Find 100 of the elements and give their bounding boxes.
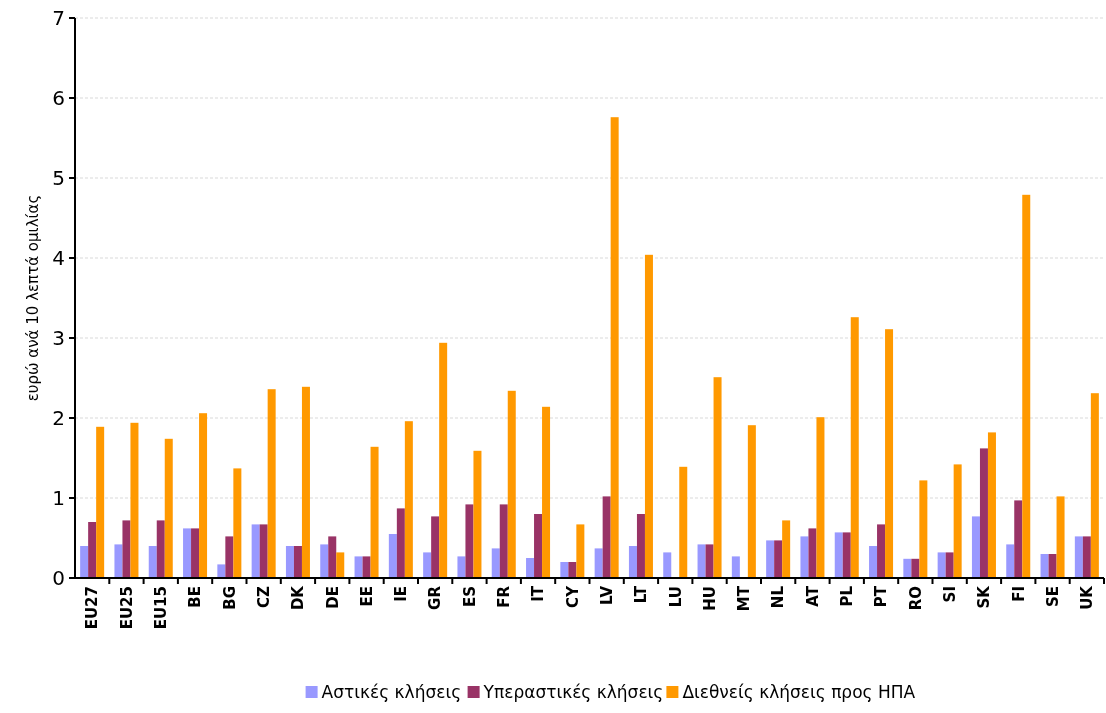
bar bbox=[937, 552, 946, 578]
x-tick-label: AT bbox=[803, 585, 822, 607]
bar bbox=[217, 564, 226, 578]
x-tick-label: GR bbox=[426, 585, 445, 610]
bar bbox=[1056, 496, 1065, 578]
bar bbox=[362, 556, 371, 578]
bar bbox=[877, 524, 886, 578]
bar bbox=[431, 516, 440, 578]
y-tick-label: 1 bbox=[52, 486, 65, 510]
bar bbox=[1048, 554, 1057, 578]
bar bbox=[705, 544, 714, 578]
y-tick-label: 5 bbox=[52, 166, 65, 190]
bar bbox=[782, 520, 791, 578]
bar bbox=[320, 544, 329, 578]
bar bbox=[644, 254, 653, 578]
bar bbox=[602, 496, 611, 578]
bar bbox=[183, 528, 192, 578]
bar bbox=[663, 552, 672, 578]
bar bbox=[971, 516, 980, 578]
bar bbox=[465, 504, 474, 578]
bar bbox=[919, 480, 928, 578]
bar bbox=[267, 389, 276, 578]
bar bbox=[697, 544, 706, 578]
bar bbox=[534, 514, 543, 578]
bar bbox=[610, 117, 619, 578]
x-tick-label: SK bbox=[975, 584, 994, 609]
bar bbox=[404, 421, 413, 578]
x-tick-label: LV bbox=[597, 585, 616, 606]
x-tick-label: NL bbox=[769, 585, 788, 609]
bar bbox=[423, 552, 432, 578]
x-tick-label: CY bbox=[563, 584, 582, 608]
legend-label: Αστικές κλήσεις bbox=[321, 681, 462, 702]
x-tick-label: HU bbox=[700, 586, 719, 611]
bar bbox=[1014, 500, 1023, 578]
bar bbox=[731, 556, 740, 578]
bar bbox=[979, 448, 988, 578]
bar bbox=[1074, 536, 1083, 578]
bar bbox=[354, 556, 363, 578]
bar bbox=[842, 532, 851, 578]
bar bbox=[285, 546, 294, 578]
x-tick-label: SE bbox=[1043, 586, 1062, 608]
bar bbox=[526, 558, 535, 578]
bar bbox=[1006, 544, 1015, 578]
bar bbox=[869, 546, 878, 578]
bar bbox=[439, 342, 448, 578]
bar bbox=[628, 546, 637, 578]
y-tick-label: 2 bbox=[52, 406, 65, 430]
y-axis-title: ευρώ ανά 10 λεπτά ομιλίας bbox=[24, 194, 42, 402]
x-tick-label: DE bbox=[323, 586, 342, 609]
bar bbox=[945, 552, 954, 578]
bar bbox=[293, 546, 302, 578]
bar bbox=[328, 536, 337, 578]
bar bbox=[388, 534, 397, 578]
bar bbox=[766, 540, 775, 578]
bar bbox=[800, 536, 809, 578]
bar bbox=[560, 562, 569, 578]
y-tick-label: 0 bbox=[52, 566, 65, 590]
bar bbox=[473, 450, 482, 578]
bar bbox=[507, 390, 516, 578]
x-tick-label: CZ bbox=[254, 585, 273, 608]
y-tick-label: 4 bbox=[52, 246, 65, 270]
x-tick-label: IE bbox=[392, 586, 411, 602]
bar bbox=[199, 413, 208, 578]
bar bbox=[1040, 554, 1049, 578]
bar bbox=[301, 386, 310, 578]
legend-label: Διεθνείς κλήσεις προς ΗΠΑ bbox=[682, 681, 916, 702]
x-tick-label: RO bbox=[906, 586, 925, 611]
bar bbox=[396, 508, 405, 578]
bar bbox=[834, 532, 843, 578]
x-tick-label: BE bbox=[186, 586, 205, 608]
bar bbox=[259, 524, 268, 578]
bar bbox=[457, 556, 466, 578]
y-tick-label: 7 bbox=[52, 6, 65, 30]
x-tick-label: BG bbox=[220, 586, 239, 610]
bar bbox=[679, 466, 688, 578]
x-tick-label: UK bbox=[1078, 584, 1097, 610]
bar bbox=[1082, 536, 1091, 578]
x-tick-label: FR bbox=[495, 585, 513, 608]
bar bbox=[370, 446, 379, 578]
x-tick-label: SI bbox=[940, 586, 959, 603]
x-tick-label: LU bbox=[666, 586, 685, 608]
bar bbox=[1090, 393, 1099, 578]
x-tick-label: FI bbox=[1009, 586, 1028, 602]
bar bbox=[156, 520, 165, 578]
bar bbox=[148, 546, 157, 578]
bar bbox=[850, 317, 859, 578]
bar bbox=[911, 558, 920, 578]
bar bbox=[885, 329, 894, 578]
x-tick-label: PL bbox=[838, 585, 856, 607]
bar bbox=[774, 540, 783, 578]
x-tick-label: IT bbox=[529, 585, 548, 602]
bar bbox=[88, 522, 97, 578]
bar bbox=[953, 464, 962, 578]
bar bbox=[233, 468, 242, 578]
bar bbox=[491, 548, 500, 578]
bar bbox=[191, 528, 200, 578]
bar bbox=[130, 422, 139, 578]
bar bbox=[164, 438, 173, 578]
bar bbox=[713, 377, 722, 578]
bar bbox=[1022, 194, 1031, 578]
